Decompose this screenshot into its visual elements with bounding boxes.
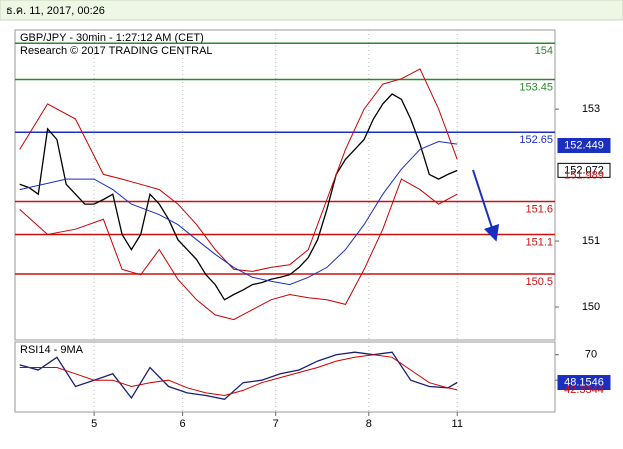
plot-layer: 5 6 7 8 11 150 151 153 154 153.45 152.65 151.6 151.1… bbox=[15, 30, 611, 430]
chart-subtitle: Research © 2017 TRADING CENTRAL bbox=[20, 45, 213, 57]
level-label: 152.65 bbox=[519, 134, 553, 146]
price-label: 152.449 bbox=[564, 139, 604, 151]
series-line bbox=[19, 68, 458, 272]
price-box bbox=[557, 137, 611, 153]
level-label: 151.1 bbox=[525, 236, 553, 248]
x-tick-label: 7 bbox=[273, 418, 279, 430]
price-label: 152.072 bbox=[564, 164, 604, 176]
x-tick-label: 11 bbox=[452, 418, 463, 430]
x-tick-label: 8 bbox=[366, 418, 372, 430]
price-label: 42.3344 bbox=[564, 384, 604, 396]
chart-title: GBP/JPY - 30min - 1:27:12 AM (CET) bbox=[20, 32, 204, 44]
price-label: 48.1546 bbox=[564, 376, 604, 388]
series-line bbox=[19, 354, 458, 397]
series-line bbox=[19, 93, 458, 301]
rsi-title: RSI14 - 9MA bbox=[20, 344, 84, 356]
level-label: 153.45 bbox=[519, 81, 553, 93]
price-box bbox=[557, 162, 611, 178]
price-box bbox=[557, 375, 611, 391]
y-tick-label: 150 bbox=[582, 301, 600, 313]
price-label: 151.989 bbox=[564, 170, 604, 182]
series-line bbox=[19, 140, 458, 286]
level-label: 150.5 bbox=[525, 276, 553, 288]
series-line bbox=[19, 178, 458, 321]
date: ธ.ค. 11, 2017, 00:26 bbox=[6, 5, 105, 17]
price-panel bbox=[14, 29, 556, 341]
level-label: 154 bbox=[535, 45, 553, 57]
forecast-arrow bbox=[472, 169, 500, 242]
date-bar bbox=[0, 0, 623, 21]
y-tick-label: 70 bbox=[585, 349, 597, 361]
rsi-panel bbox=[14, 341, 556, 413]
x-tick-label: 5 bbox=[91, 418, 97, 430]
y-tick-label: 153 bbox=[582, 103, 600, 115]
level-label: 151.6 bbox=[525, 203, 553, 215]
y-tick-label: 151 bbox=[582, 235, 600, 247]
x-tick-label: 6 bbox=[180, 418, 186, 430]
